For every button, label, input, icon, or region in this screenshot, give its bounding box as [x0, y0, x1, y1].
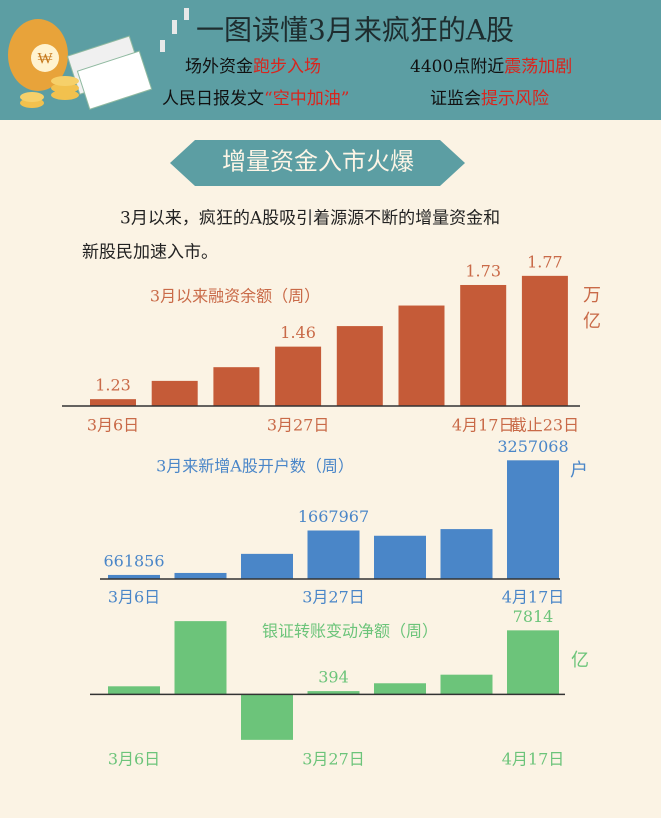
value-label: 1.73 [465, 261, 501, 280]
value-label: 1.23 [95, 376, 131, 395]
x-tick-label: 截止23日 [511, 416, 579, 435]
unit-label: 万亿 [580, 285, 601, 337]
unit-label: 户 [567, 460, 588, 486]
header-text: 人民日报发文 [162, 89, 264, 109]
intro-line: 3月以来，疯狂的A股吸引着源源不断的增量资金和 [120, 209, 500, 229]
bar [374, 535, 426, 579]
x-tick-label: 3月6日 [108, 588, 160, 607]
bar [398, 305, 445, 406]
unit-label: 亿 [568, 650, 589, 676]
bar [275, 346, 322, 406]
svg-text:₩: ₩ [37, 49, 53, 68]
bar [307, 530, 360, 579]
x-tick-label: 4月17日 [452, 416, 515, 435]
x-tick-label: 3月6日 [87, 416, 139, 435]
x-tick-label: 3月27日 [302, 588, 365, 607]
x-tick-label: 4月17日 [502, 750, 565, 769]
chart-title: 3月来新增A股开户数（周） [156, 457, 354, 476]
value-label: 7814 [513, 607, 554, 626]
header-highlight: 跑步入场 [253, 57, 321, 77]
bar [174, 572, 227, 579]
chart-title: 银证转账变动净额（周） [262, 622, 438, 641]
bar [521, 275, 568, 406]
bar [507, 630, 559, 695]
bar [241, 694, 293, 740]
value-label: 3257068 [497, 437, 568, 456]
bar [108, 574, 160, 579]
x-tick-label: 3月27日 [302, 750, 365, 769]
section-title: 增量资金入市火爆 [222, 148, 414, 176]
header-item: 人民日报发文“空中加油” [162, 89, 349, 109]
header-text: 4400点附近 [410, 57, 504, 77]
bar [90, 399, 136, 406]
x-tick-label: 3月6日 [108, 750, 160, 769]
bar [374, 683, 426, 695]
value-label: 394 [318, 668, 349, 687]
value-label: 661856 [103, 551, 164, 570]
bar [460, 284, 507, 406]
bar [507, 460, 559, 579]
value-label: 1667967 [298, 507, 369, 526]
value-label: 1.77 [527, 252, 563, 271]
bar [108, 686, 160, 695]
header-item: 证监会提示风险 [430, 89, 549, 109]
decoration: ₩ [8, 8, 189, 110]
bar [241, 553, 293, 579]
x-tick-label: 4月17日 [502, 588, 565, 607]
title: 一图读懂3月来疯狂的A股 [196, 14, 514, 47]
bar [307, 691, 360, 695]
header-highlight: 提示风险 [481, 89, 549, 109]
bar [151, 380, 198, 406]
bar [440, 674, 493, 695]
bar [174, 621, 227, 695]
header-text: 场外资金 [185, 57, 253, 77]
header-item: 4400点附近震荡加剧 [410, 57, 572, 77]
chart-title: 3月以来融资余额（周） [150, 287, 320, 306]
bar [440, 529, 493, 579]
charts: 3月以来融资余额（周） 万亿 1.23 3月6日 1.46 3月27日 1.73 4月17日 1… [62, 252, 601, 769]
bar [336, 326, 383, 406]
x-tick-label: 3月27日 [267, 416, 330, 435]
header-highlight: 震荡加剧 [504, 57, 572, 77]
value-label: 1.46 [280, 323, 316, 342]
header-text: 证监会 [430, 89, 481, 109]
header-item: 场外资金跑步入场 [185, 57, 321, 77]
intro-line: 新股民加速入市。 [82, 243, 218, 263]
section-banner [170, 140, 465, 186]
bar [213, 367, 260, 406]
header-highlight: “空中加油” [264, 89, 349, 109]
